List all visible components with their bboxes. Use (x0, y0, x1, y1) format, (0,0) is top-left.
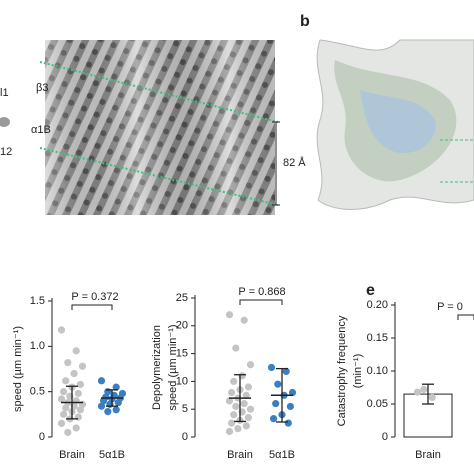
y-tick-label: 0.5 (30, 386, 45, 398)
bracket (71, 304, 113, 310)
data-point (60, 410, 68, 418)
data-point (232, 402, 240, 411)
data-point (76, 406, 84, 414)
data-point (270, 415, 278, 423)
y-axis-label: Depolymerization (151, 325, 163, 410)
y-tick-label: 1.5 (30, 295, 45, 307)
data-point (104, 408, 112, 416)
data-point (246, 361, 255, 369)
data-point (74, 413, 82, 421)
y-tick-label: 25 (176, 292, 188, 304)
x-tick-label: 5α1B (99, 449, 125, 461)
y-tick-label: 0.15 (367, 332, 388, 344)
data-point (57, 395, 66, 403)
panel-letter: e (366, 282, 375, 299)
data-point (286, 402, 294, 411)
y-tick-label: 20 (176, 320, 188, 332)
annotation: P = 0.868 (238, 286, 285, 298)
data-point (76, 380, 84, 389)
data-point (114, 398, 122, 407)
y-tick-label: 0 (182, 431, 188, 443)
y-axis-label: speed (µm min⁻¹) (12, 326, 24, 412)
y-tick-label: 10 (176, 375, 188, 387)
label: α1B (31, 124, 51, 136)
data-point (57, 419, 66, 427)
y-tick-label: 1.0 (30, 340, 45, 352)
data-point (64, 359, 72, 367)
data-point (97, 402, 106, 410)
data-point (230, 411, 238, 419)
bracket (239, 299, 283, 305)
data-point (282, 367, 290, 375)
data-point (62, 377, 70, 385)
x-tick-label: Brain (415, 449, 441, 461)
charts: 0 0.5 1.0 1.5 speed (µm min⁻¹) P = 0.372 Brain… (12, 282, 474, 461)
x-tick-label: Brain (59, 449, 85, 461)
data-point (72, 424, 80, 432)
panel-letter: b (300, 13, 310, 30)
data-point (242, 422, 250, 430)
label: 12 (0, 146, 12, 158)
data-point (234, 425, 242, 433)
x-tick-label: Brain (227, 449, 253, 461)
data-point (112, 406, 120, 414)
data-point (246, 405, 255, 413)
data-point (228, 419, 236, 427)
data-point (225, 311, 234, 319)
data-point (420, 385, 428, 394)
y-tick-label: 0 (382, 431, 388, 443)
y-tick-label: 0.10 (367, 365, 388, 377)
data-point (60, 388, 68, 396)
y-tick-label: 15 (176, 348, 188, 360)
data-point (288, 388, 297, 397)
y-tick-label: 5 (182, 403, 188, 415)
bracket (457, 314, 474, 320)
data-point (413, 388, 422, 396)
data-point (428, 393, 436, 401)
y-axis-label: Catastrophy frequency (336, 315, 348, 426)
x-tick-label: 5α1B (269, 449, 295, 461)
label: β3 (36, 82, 48, 94)
panel-a-image: l1 12 β3 α1B 82 Å (0, 40, 306, 215)
data-point (64, 428, 72, 437)
label: l1 (0, 87, 9, 99)
data-point (242, 391, 250, 399)
data-point (97, 377, 106, 385)
data-point (267, 363, 276, 372)
data-point (232, 344, 240, 352)
data-point (272, 400, 280, 408)
data-point (225, 427, 234, 436)
y-axis-label: speed (µm min⁻¹) (167, 324, 179, 410)
label: 82 Å (283, 156, 306, 169)
data-point (74, 389, 82, 398)
y-axis-label: (min⁻¹) (352, 354, 364, 389)
annotation: P = 0.372 (71, 291, 118, 303)
data-point (240, 400, 248, 408)
data-point (72, 347, 80, 355)
data-point (57, 326, 66, 334)
data-point (225, 397, 234, 405)
y-tick-label: 0.20 (367, 299, 388, 311)
data-point (240, 316, 248, 324)
y-tick-label: 0 (39, 431, 45, 443)
data-point (284, 419, 292, 427)
data-point (100, 397, 108, 405)
panel-b-image: b (300, 13, 474, 210)
data-point (78, 362, 87, 370)
data-point (112, 383, 120, 391)
data-point (230, 377, 238, 385)
data-point (70, 369, 78, 378)
data-point (244, 413, 252, 422)
data-point (244, 383, 252, 391)
y-tick-label: 0.05 (367, 398, 388, 410)
data-point (274, 380, 282, 388)
data-point (228, 388, 236, 397)
annotation: P = 0 (437, 301, 463, 313)
data-point (62, 404, 70, 412)
